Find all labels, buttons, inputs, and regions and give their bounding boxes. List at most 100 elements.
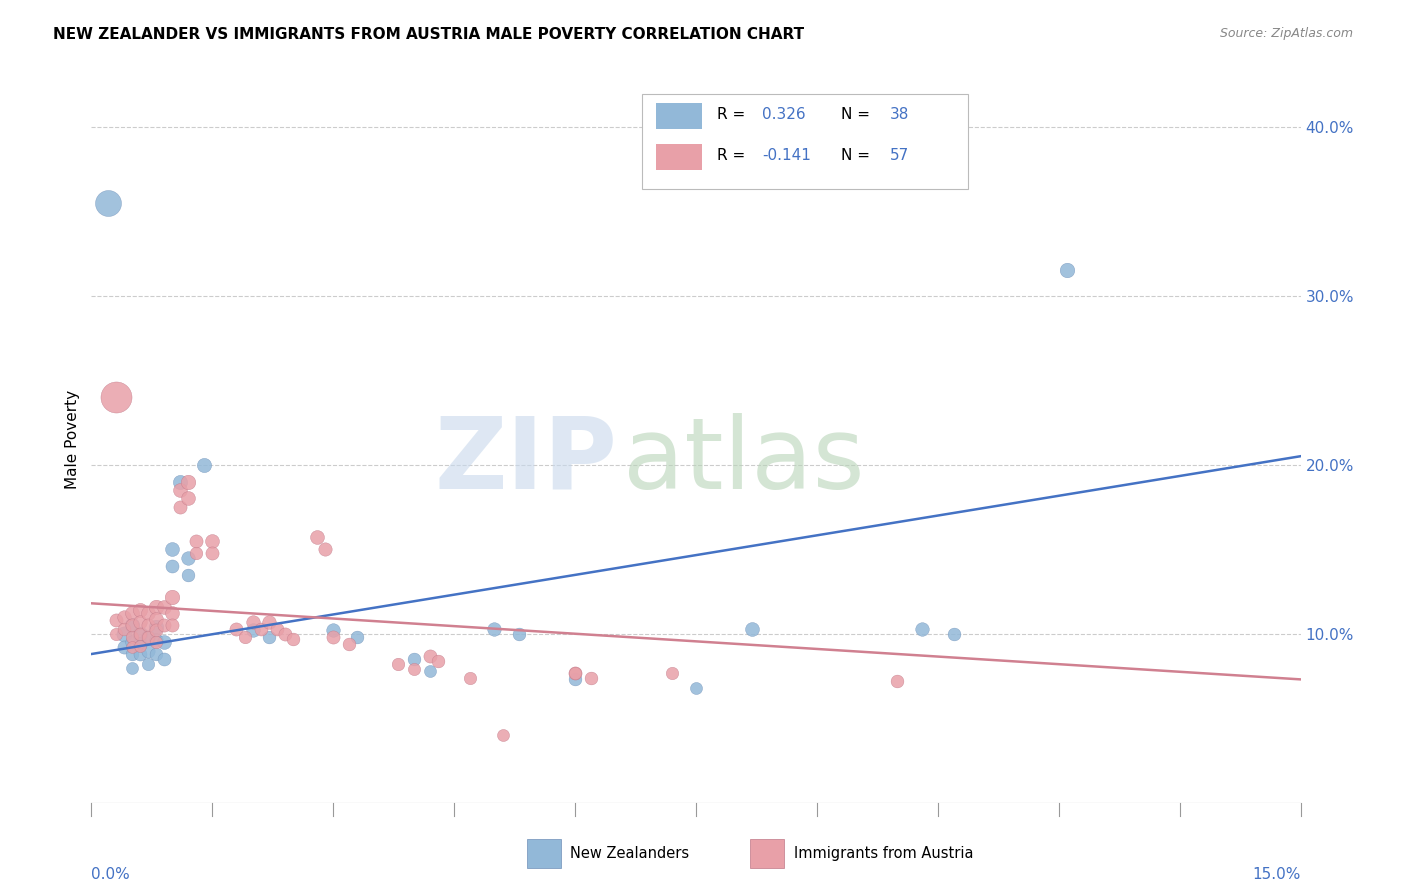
Text: atlas: atlas (623, 413, 865, 509)
Point (685, 681, 707, 695)
Point (402, 662, 425, 676)
Point (145, 633, 167, 648)
Point (153, 635, 176, 649)
Text: R =: R = (717, 107, 745, 122)
Text: NEW ZEALANDER VS IMMIGRANTS FROM AUSTRIA MALE POVERTY CORRELATION CHART: NEW ZEALANDER VS IMMIGRANTS FROM AUSTRIA… (53, 27, 804, 42)
Point (225, 622, 247, 636)
Point (160, 559, 183, 574)
Point (322, 624, 344, 638)
Point (112, 640, 135, 655)
Point (346, 630, 368, 644)
Point (169, 475, 191, 489)
Point (242, 624, 264, 638)
Point (153, 618, 176, 632)
Point (564, 673, 586, 687)
Point (201, 545, 224, 559)
Point (177, 475, 200, 489)
Point (419, 664, 441, 678)
Point (169, 500, 191, 514)
Bar (657, 103, 702, 128)
Point (136, 630, 159, 644)
Point (458, 671, 481, 685)
Point (661, 665, 683, 680)
Point (136, 643, 159, 657)
Point (145, 620, 167, 634)
Point (128, 647, 150, 661)
Point (121, 618, 143, 632)
Point (128, 626, 150, 640)
Text: ZIP: ZIP (434, 413, 617, 509)
Point (145, 599, 167, 614)
Point (136, 618, 159, 632)
Point (104, 390, 127, 404)
Point (257, 630, 280, 644)
Point (121, 635, 143, 649)
Text: Source: ZipAtlas.com: Source: ZipAtlas.com (1219, 27, 1353, 40)
Point (201, 533, 224, 548)
Point (508, 626, 530, 640)
Point (169, 483, 191, 497)
Point (419, 648, 441, 663)
Bar (751, 839, 785, 868)
Point (177, 550, 200, 565)
Point (160, 607, 183, 621)
Point (242, 615, 264, 629)
Point (177, 567, 200, 582)
Point (186, 545, 208, 559)
Point (153, 652, 176, 666)
Text: Immigrants from Austria: Immigrants from Austria (794, 847, 973, 861)
Point (314, 542, 336, 557)
Point (136, 657, 159, 672)
Text: N =: N = (841, 148, 870, 163)
Point (257, 615, 280, 629)
Point (136, 630, 159, 644)
Point (942, 626, 965, 640)
Point (121, 607, 143, 621)
Point (153, 599, 176, 614)
Bar (527, 839, 561, 868)
Point (564, 665, 586, 680)
Point (145, 624, 167, 638)
Text: 0.326: 0.326 (762, 107, 806, 122)
Point (136, 607, 159, 621)
Point (741, 622, 763, 636)
Point (128, 637, 150, 651)
Point (128, 639, 150, 653)
Point (193, 458, 215, 472)
Point (121, 660, 143, 674)
Point (484, 622, 506, 636)
Point (128, 603, 150, 617)
Point (427, 654, 450, 668)
Point (579, 671, 602, 685)
Point (281, 632, 304, 646)
Point (145, 647, 167, 661)
Point (160, 618, 183, 632)
Point (128, 626, 150, 640)
Text: -0.141: -0.141 (762, 148, 811, 163)
Point (307, 530, 329, 544)
Point (145, 611, 167, 625)
Point (266, 622, 288, 636)
Point (249, 622, 271, 636)
Text: N =: N = (841, 107, 870, 122)
Text: R =: R = (717, 148, 745, 163)
Y-axis label: Male Poverty: Male Poverty (65, 390, 80, 489)
Point (121, 647, 143, 661)
Text: 15.0%: 15.0% (1253, 867, 1301, 882)
Point (112, 610, 135, 624)
Point (177, 491, 200, 506)
Point (160, 542, 183, 557)
Point (886, 674, 908, 689)
Point (160, 590, 183, 604)
Point (564, 665, 586, 680)
Point (121, 640, 143, 655)
Text: 38: 38 (890, 107, 908, 122)
Text: 0.0%: 0.0% (91, 867, 131, 882)
Point (112, 626, 135, 640)
Point (1056, 263, 1078, 277)
FancyBboxPatch shape (641, 94, 967, 188)
Point (322, 630, 344, 644)
Point (104, 626, 127, 640)
Point (337, 637, 360, 651)
Point (128, 615, 150, 629)
